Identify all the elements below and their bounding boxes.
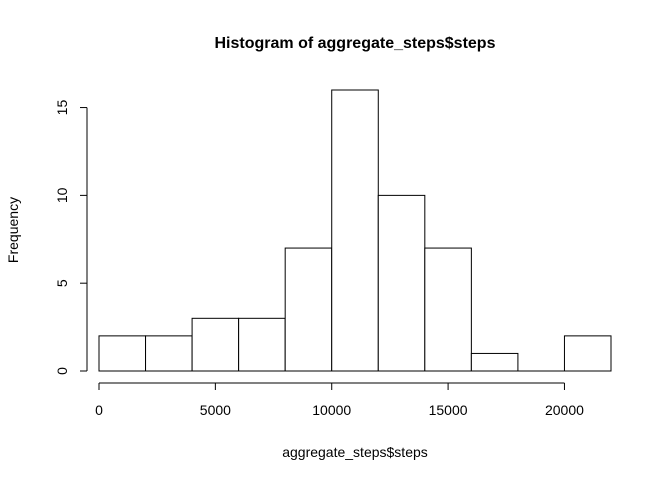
bars-group <box>98 89 612 372</box>
histogram-bar-10 <box>563 335 612 372</box>
histogram-bar-7 <box>424 247 472 372</box>
histogram-bar-4 <box>284 247 333 372</box>
histogram-bar-6 <box>377 194 426 372</box>
histogram-bar-3 <box>238 317 286 372</box>
x-axis-label: aggregate_steps$steps <box>282 444 428 460</box>
histogram-bar-5 <box>331 89 379 372</box>
x-axis: 0 5000 10000 15000 20000 <box>95 382 584 418</box>
y-tick-label-3: 15 <box>54 100 70 116</box>
x-tick-label-3: 15000 <box>429 402 468 418</box>
y-tick-label-2: 10 <box>54 187 70 203</box>
y-tick-label-1: 5 <box>54 279 70 287</box>
histogram-bar-8 <box>470 352 519 372</box>
chart-title: Histogram of aggregate_steps$steps <box>215 35 496 52</box>
y-axis-label: Frequency <box>5 197 21 263</box>
histogram-bar-0 <box>98 335 147 372</box>
x-tick-label-0: 0 <box>95 402 103 418</box>
histogram-bar-2 <box>191 317 240 372</box>
y-axis: 0 5 10 15 <box>54 100 88 375</box>
y-tick-label-0: 0 <box>54 367 70 375</box>
histogram-bar-1 <box>145 335 193 372</box>
x-tick-label-2: 10000 <box>312 402 351 418</box>
x-tick-label-4: 20000 <box>545 402 584 418</box>
x-tick-label-1: 5000 <box>200 402 231 418</box>
